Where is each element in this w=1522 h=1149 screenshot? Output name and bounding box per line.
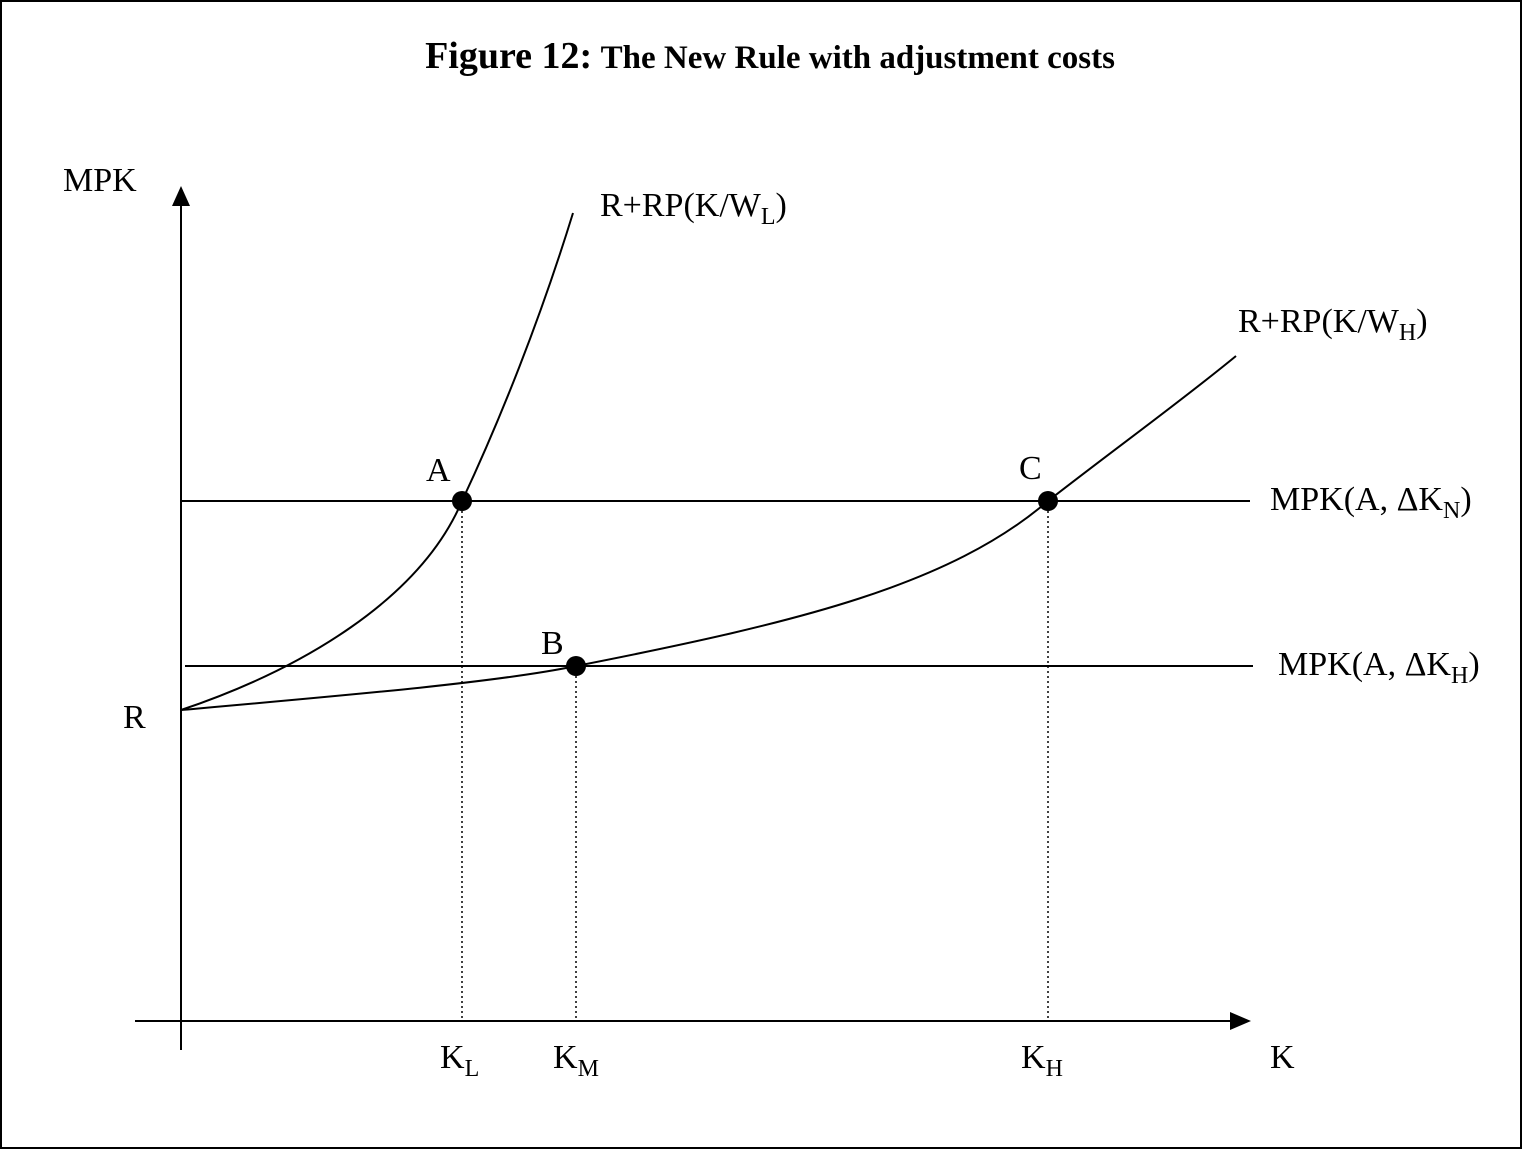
point-label: B [541, 625, 564, 662]
origin-label: R [123, 699, 146, 736]
main: K [440, 1039, 465, 1076]
sub: H [1451, 663, 1468, 689]
curve-label: R+RP(K/WL) [600, 187, 787, 230]
point-label: C [1019, 450, 1042, 487]
marker-label: KL [440, 1039, 479, 1082]
sub: H [1399, 320, 1416, 346]
title: Figure 12: The New Rule with adjustment … [425, 35, 1115, 77]
x-arrow [1230, 1012, 1251, 1030]
point-c [1038, 491, 1058, 511]
marker-label: KH [1021, 1039, 1063, 1082]
curve-high [180, 355, 1237, 711]
sub: L [761, 204, 776, 230]
sub: H [1046, 1056, 1063, 1082]
sub: L [465, 1056, 480, 1082]
point-label: A [426, 452, 451, 489]
title-number: Figure 12: [425, 35, 592, 77]
point-a [452, 491, 472, 511]
close: ) [1416, 303, 1427, 340]
line-label: MPK(A, ΔKN) [1270, 481, 1472, 524]
x-label: K [1270, 1039, 1295, 1076]
close: ) [1460, 481, 1471, 518]
close: ) [1468, 646, 1479, 683]
sub: N [1443, 498, 1460, 524]
main: MPK(A, ΔK [1270, 481, 1443, 518]
main: K [1021, 1039, 1046, 1076]
main: K [553, 1039, 578, 1076]
sub: M [578, 1056, 599, 1082]
main: R+RP(K/W [1238, 303, 1400, 340]
marker-label: KM [553, 1039, 599, 1082]
y-arrow [172, 186, 190, 206]
main: R+RP(K/W [600, 187, 762, 224]
main: MPK(A, ΔK [1278, 646, 1451, 683]
curve-label: R+RP(K/WH) [1238, 303, 1428, 346]
line-label: MPK(A, ΔKH) [1278, 646, 1480, 689]
point-b [566, 656, 586, 676]
y-label: MPK [63, 162, 137, 199]
close: ) [776, 187, 787, 224]
title-text: The New Rule with adjustment costs [601, 40, 1115, 76]
